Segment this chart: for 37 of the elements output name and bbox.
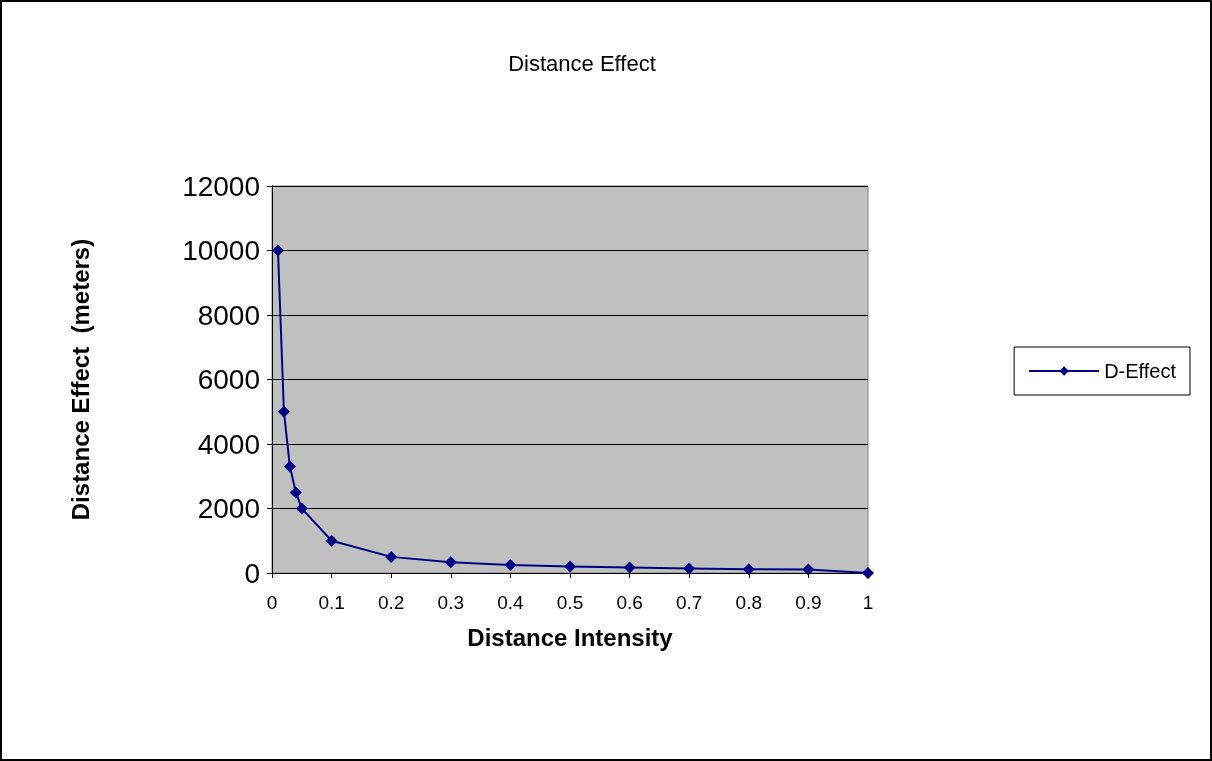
point [283,460,296,473]
point [295,502,308,515]
point [271,244,284,257]
point [862,567,874,579]
point [444,556,457,569]
point [325,534,338,547]
x-tick-label: 0 [266,592,278,613]
point [277,405,290,418]
x-tick-label: 0.3 [437,592,465,613]
x-tick-label: 0.1 [318,592,345,613]
point [504,558,517,571]
x-tick-label: 0.8 [735,592,763,613]
y-axis-title: Distance Effect (meters) [66,238,94,521]
x-tick-label: 0.4 [497,592,525,613]
chart-title: Distance Effect [508,50,656,76]
x-tick-label: 0.9 [795,592,822,613]
y-tick-label: 12000 [182,170,260,202]
point [564,560,576,573]
x-tick-label: 0.7 [675,592,703,613]
point [623,561,636,574]
point [802,563,815,576]
x-tick-label: 0.6 [616,592,643,613]
legend-label: D-Effect [1104,360,1177,382]
y-tick-label: 6000 [197,364,260,395]
y-tick-label: 0 [244,557,260,589]
x-tick-label: 0.5 [556,592,584,613]
point [289,486,302,499]
x-tick-label: 1 [862,592,874,613]
y-tick-label: 8000 [197,299,260,331]
x-tick-label: 0.2 [377,592,405,613]
point [742,563,755,576]
y-tick-label: 10000 [182,235,260,266]
point [385,550,398,563]
y-tick-label: 4000 [197,428,260,460]
point [683,562,696,575]
x-axis-title: Distance Intensity [467,623,674,651]
y-tick-label: 2000 [197,493,260,524]
